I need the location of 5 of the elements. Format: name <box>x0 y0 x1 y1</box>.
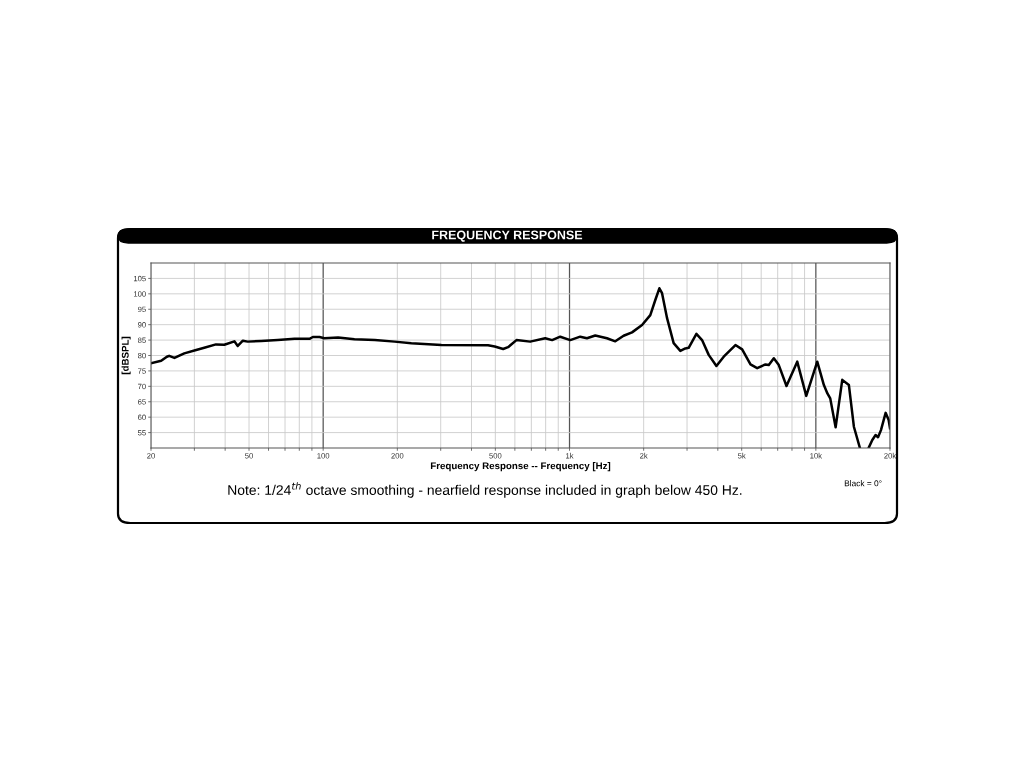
text: Black = 0° <box>844 480 882 487</box>
chart-title: FREQUENCY RESPONSE <box>432 230 583 242</box>
text: Note: 1/24$^{th}$ octave smoothing - nearfield response included in graph below 450 Hz. <box>228 482 742 498</box>
y-axis-title: [dBSPL] <box>121 336 131 375</box>
x-axis-title: Frequency Response -- Frequency [Hz] <box>430 462 611 472</box>
